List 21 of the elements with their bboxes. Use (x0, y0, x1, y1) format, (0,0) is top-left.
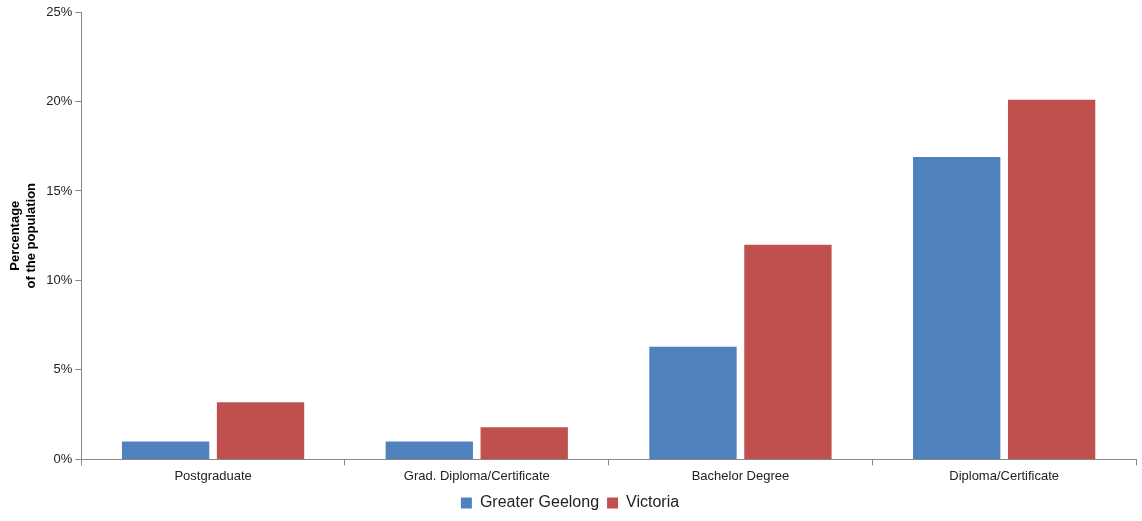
x-tick-label: Grad. Diploma/Certificate (403, 467, 550, 483)
legend-label: Greater Geelong (479, 493, 600, 511)
bar (744, 244, 832, 459)
bar (480, 427, 568, 459)
y-tick-label: 25% (46, 3, 73, 19)
bar (1007, 99, 1096, 459)
legend-label: Victoria (626, 493, 680, 511)
y-tick-label: 15% (46, 182, 73, 198)
bar (121, 441, 210, 459)
y-tick-label: 20% (46, 93, 73, 109)
bar (385, 441, 473, 459)
bar (216, 402, 305, 459)
x-tick-label: Diploma/Certificate (949, 467, 1060, 483)
bar (649, 346, 737, 459)
y-tick-label: 10% (46, 272, 73, 288)
y-axis-title: Percentage of the population (7, 182, 38, 289)
x-tick-label: Bachelor Degree (691, 467, 790, 483)
y-tick-label: 0% (53, 450, 73, 466)
y-tick-label: 5% (53, 361, 73, 377)
x-tick-label: Postgraduate (174, 467, 252, 483)
bar (913, 156, 1001, 459)
